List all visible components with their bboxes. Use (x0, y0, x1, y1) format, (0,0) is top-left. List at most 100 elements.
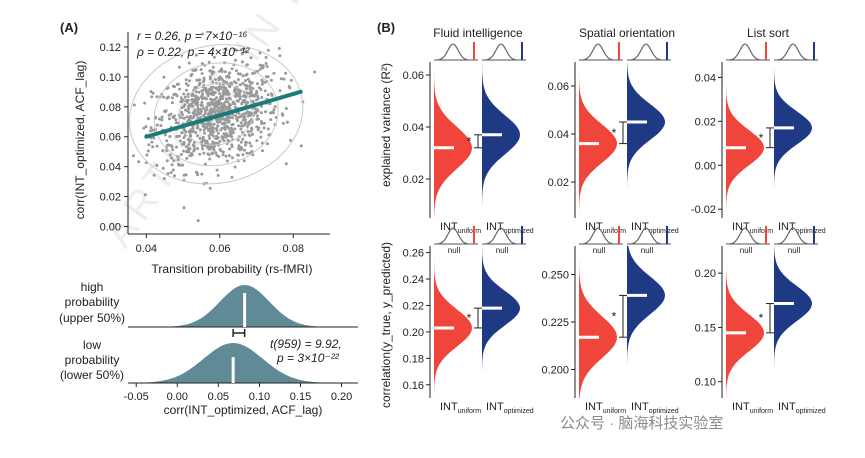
scatter-point (221, 153, 225, 157)
scatter-point (209, 131, 213, 135)
scatter-point (185, 149, 189, 153)
violin-y-tick-label: 0.26 (403, 248, 424, 260)
scatter-point (184, 108, 187, 112)
y-tick-label: 0.04 (100, 162, 121, 174)
y-tick-label: 0.02 (100, 192, 121, 204)
scatter-point (180, 131, 184, 135)
x-tick-label: 0.08 (283, 243, 304, 255)
null-distribution-curve (485, 43, 517, 61)
scatter-point (208, 157, 212, 161)
scatter-point (215, 127, 219, 131)
scatter-point (205, 139, 209, 143)
scatter-point (244, 50, 248, 54)
scatter-point (190, 130, 194, 134)
scatter-point (196, 124, 199, 128)
scatter-point (197, 83, 201, 87)
scatter-point (169, 144, 173, 148)
scatter-point (246, 77, 250, 81)
scatter-point (251, 72, 255, 75)
x-label-uniform-sub: uniform (458, 408, 482, 415)
scatter-point (289, 138, 292, 142)
density-x-tick-label: 0.15 (290, 391, 311, 403)
scatter-point (260, 141, 264, 145)
scatter-point (251, 87, 255, 90)
significance-star: * (612, 309, 617, 323)
scatter-point (185, 100, 189, 104)
scatter-point (179, 153, 183, 156)
violin-uniform (579, 246, 617, 398)
scatter-point (265, 142, 269, 146)
violin-optimized (482, 62, 520, 218)
scatter-point (213, 91, 217, 95)
violin-y-tick-label: 0.16 (403, 380, 424, 392)
scatter-point (241, 74, 245, 78)
density-high (128, 285, 358, 327)
scatter-point (266, 127, 270, 131)
scatter-point (214, 78, 217, 81)
scatter-point (172, 114, 176, 118)
y-tick-label: 0.06 (100, 132, 121, 144)
scatter-point (215, 153, 219, 157)
scatter-point (249, 144, 253, 148)
scatter-point (168, 153, 172, 157)
scatter-point (273, 105, 277, 109)
scatter-point (245, 87, 248, 91)
scatter-point (218, 147, 222, 151)
null-distribution-curve (777, 43, 809, 61)
violin-uniform (726, 62, 764, 218)
scatter-point (196, 108, 200, 112)
scatter-point (200, 89, 204, 92)
scatter-point (237, 124, 241, 128)
violin-panel: 0.200 0.225 0.250 * null null INTuniform INTopt… (541, 226, 679, 415)
scatter-point (208, 77, 212, 81)
scatter-point (207, 145, 211, 149)
scatter-point (226, 74, 230, 78)
scatter-point (211, 130, 215, 134)
scatter-point (238, 92, 242, 96)
scatter-point (248, 80, 252, 84)
scatter-point (259, 130, 263, 134)
scatter-point (216, 106, 220, 110)
x-tick-label: 0.06 (209, 243, 230, 255)
density-x-tick-label: -0.05 (124, 391, 149, 403)
scatter-point (190, 116, 194, 120)
scatter-point (170, 156, 174, 160)
null-label: null (788, 246, 801, 255)
scatter-point (231, 100, 235, 104)
scatter-point (149, 129, 152, 133)
scatter-point (200, 72, 204, 76)
scatter-point (188, 140, 192, 144)
scatter-point (228, 103, 232, 107)
violin-optimized (627, 246, 665, 398)
scatter-point (215, 96, 219, 100)
density-test-2: p = 3×10⁻²² (276, 351, 340, 365)
violin-optimized (482, 246, 520, 398)
scatter-point (173, 85, 176, 89)
scatter-point (239, 48, 243, 52)
scatter-stats-1: r = 0.26, p = 7×10⁻¹⁶ (137, 29, 247, 43)
scatter-point (189, 104, 193, 108)
scatter-point (212, 55, 216, 59)
scatter-point (165, 159, 169, 163)
scatter-point (198, 152, 202, 156)
low-label-2: probability (65, 353, 120, 367)
scatter-point (220, 68, 224, 72)
scatter-point (244, 73, 248, 77)
scatter-point (162, 75, 166, 79)
scatter-point (193, 69, 197, 72)
density-x-tick-label: 0.20 (331, 391, 352, 403)
violin-optimized (774, 246, 812, 398)
scatter-point (190, 94, 194, 97)
scatter-point (185, 115, 189, 119)
scatter-point (169, 112, 173, 116)
scatter-point (227, 108, 231, 112)
scatter-point (230, 67, 234, 71)
scatter-point (207, 89, 210, 93)
violin-y-tick-label: 0.200 (541, 365, 569, 377)
scatter-point (244, 141, 248, 144)
scatter-point (196, 96, 200, 100)
scatter-point (240, 101, 244, 105)
scatter-point (244, 95, 248, 99)
scatter-point (162, 95, 165, 99)
scatter-point (144, 125, 148, 129)
